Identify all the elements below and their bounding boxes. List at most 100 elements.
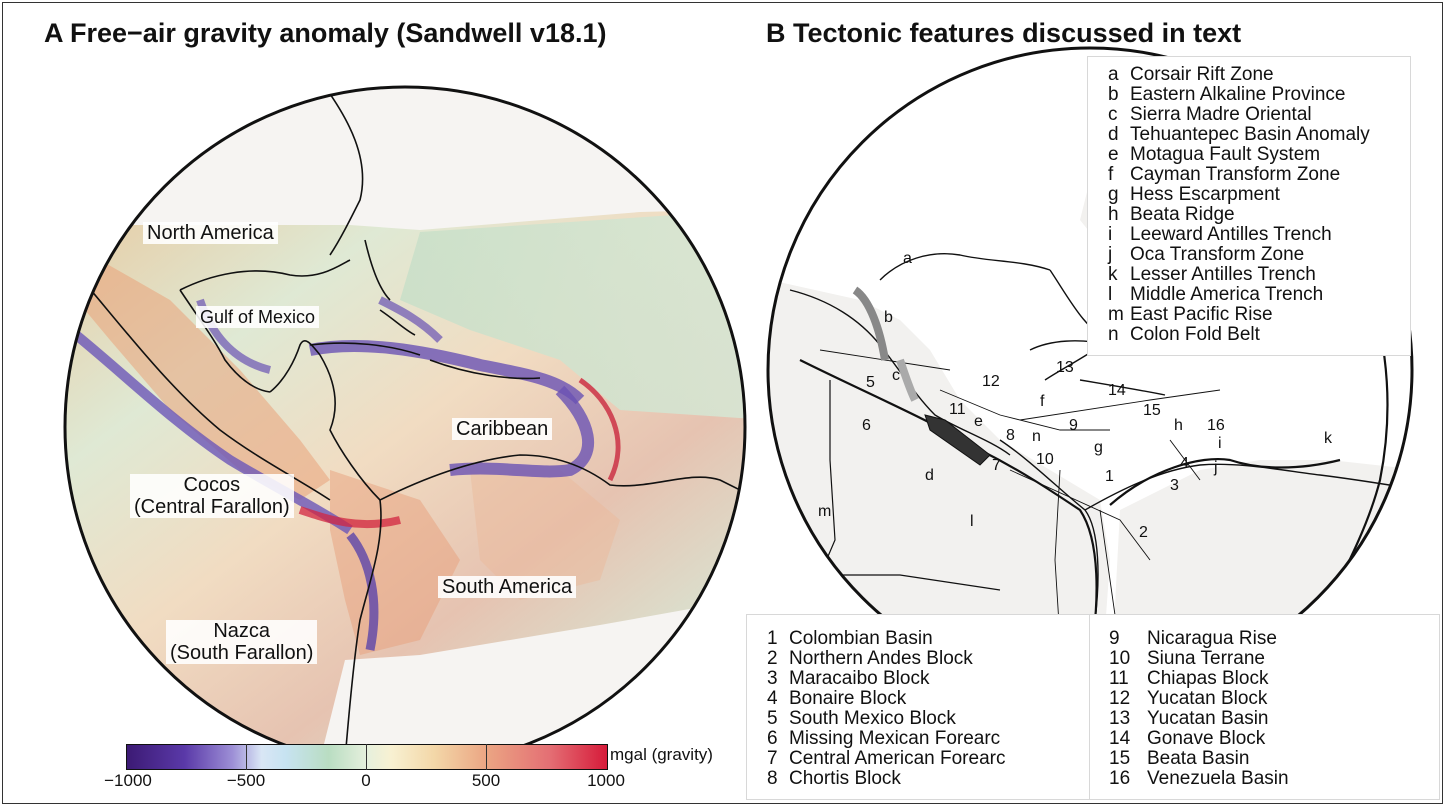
legend-key: a — [1108, 64, 1119, 85]
legend-item: a Corsair Rift Zone — [1108, 65, 1410, 85]
number-legend-left: 1 Colombian Basin 2 Northern Andes Block 3 Ma… — [767, 629, 1005, 789]
legend-label: Venezuela Basin — [1147, 768, 1289, 789]
marker-a: a — [903, 250, 912, 267]
legend-item: 7 Central American Forearc — [767, 749, 1005, 769]
legend-key: 5 — [767, 708, 778, 729]
legend-item: 6 Missing Mexican Forearc — [767, 729, 1005, 749]
number-legend-divider — [1089, 615, 1090, 799]
label-cocos: Cocos (Central Farallon) — [130, 474, 294, 518]
legend-label: Siuna Terrane — [1147, 648, 1265, 669]
colorbar-tick-label: 500 — [471, 771, 501, 790]
legend-key: c — [1108, 104, 1118, 125]
marker-d: d — [925, 467, 934, 484]
legend-key: m — [1108, 304, 1124, 325]
legend-key: 16 — [1109, 768, 1131, 789]
legend-key: f — [1108, 164, 1114, 185]
legend-key: b — [1108, 84, 1119, 105]
legend-key: 14 — [1109, 728, 1131, 749]
letter-legend-list: a Corsair Rift Zone b Eastern Alkaline Prov… — [1088, 57, 1410, 345]
label-nazca: Nazca (South Farallon) — [166, 620, 318, 664]
legend-key: h — [1108, 204, 1119, 225]
label-caribbean: Caribbean — [452, 418, 553, 440]
legend-key: j — [1108, 244, 1113, 265]
legend-item: b Eastern Alkaline Province — [1108, 85, 1410, 105]
legend-key: l — [1108, 284, 1113, 305]
marker-5: 5 — [866, 374, 875, 391]
marker-l: l — [970, 513, 974, 530]
feature-c-band — [896, 358, 919, 402]
colorbar — [126, 744, 608, 770]
colorbar-tick — [246, 744, 247, 770]
legend-key: d — [1108, 124, 1119, 145]
legend-label: Beata Ridge — [1130, 204, 1235, 225]
legend-key: 15 — [1109, 748, 1131, 769]
legend-label: Chortis Block — [789, 768, 901, 789]
feature-b-band — [852, 286, 889, 361]
marker-14: 14 — [1108, 382, 1126, 399]
legend-label: Leeward Antilles Trench — [1130, 224, 1332, 245]
legend-item: m East Pacific Rise — [1108, 305, 1410, 325]
legend-label: Missing Mexican Forearc — [789, 728, 1001, 749]
legend-label: Yucatan Block — [1147, 688, 1268, 709]
legend-item: f Cayman Transform Zone — [1108, 165, 1410, 185]
legend-key: 1 — [767, 628, 778, 649]
number-legend: 1 Colombian Basin 2 Northern Andes Block 3 Ma… — [746, 614, 1440, 800]
label-gulf-of-mexico: Gulf of Mexico — [196, 306, 320, 328]
marker-4: 4 — [1180, 455, 1189, 472]
marker-n: n — [1032, 428, 1041, 445]
colorbar-gradient — [126, 744, 608, 770]
legend-label: Oca Transform Zone — [1130, 244, 1305, 265]
marker-j: j — [1213, 459, 1218, 476]
legend-key: 8 — [767, 768, 778, 789]
marker-c: c — [892, 367, 900, 384]
legend-label: Nicaragua Rise — [1147, 628, 1277, 649]
legend-key: 11 — [1109, 668, 1129, 689]
legend-item: 11 Chiapas Block — [1109, 669, 1289, 689]
legend-label: Central American Forearc — [789, 748, 1006, 769]
marker-1: 1 — [1105, 468, 1114, 485]
marker-e: e — [974, 413, 983, 430]
marker-7: 7 — [992, 457, 1001, 474]
marker-i: i — [1218, 435, 1222, 452]
legend-item: 9 Nicaragua Rise — [1109, 629, 1289, 649]
legend-item: 10 Siuna Terrane — [1109, 649, 1289, 669]
legend-label: Hess Escarpment — [1130, 184, 1280, 205]
legend-label: Corsair Rift Zone — [1130, 64, 1274, 85]
legend-label: Sierra Madre Oriental — [1130, 104, 1312, 125]
legend-key: 9 — [1109, 628, 1120, 649]
legend-item: k Lesser Antilles Trench — [1108, 265, 1410, 285]
legend-key: 12 — [1109, 688, 1131, 709]
legend-item: 15 Beata Basin — [1109, 749, 1289, 769]
colorbar-tick — [486, 744, 487, 770]
legend-key: 7 — [767, 748, 778, 769]
legend-key: n — [1108, 324, 1119, 345]
legend-label: Colombian Basin — [789, 628, 933, 649]
label-north-america: North America — [143, 222, 278, 244]
marker-10: 10 — [1036, 451, 1054, 468]
legend-label: Motagua Fault System — [1130, 144, 1321, 165]
legend-label: Bonaire Block — [789, 688, 907, 709]
marker-m: m — [818, 503, 831, 520]
marker-3: 3 — [1170, 477, 1179, 494]
marker-h: h — [1174, 417, 1183, 434]
marker-9: 9 — [1069, 417, 1078, 434]
legend-item: 8 Chortis Block — [767, 769, 1005, 789]
legend-item: n Colon Fold Belt — [1108, 325, 1410, 345]
legend-label: Chiapas Block — [1147, 668, 1269, 689]
legend-key: k — [1108, 264, 1118, 285]
marker-15: 15 — [1143, 402, 1161, 419]
legend-label: Tehuantepec Basin Anomaly — [1130, 124, 1370, 145]
legend-item: 12 Yucatan Block — [1109, 689, 1289, 709]
legend-item: 1 Colombian Basin — [767, 629, 1005, 649]
legend-label: Colon Fold Belt — [1130, 324, 1260, 345]
panel-a-title: A Free−air gravity anomaly (Sandwell v18… — [44, 18, 607, 48]
map-markers: a b c d e f g h i j k l m n 1 2 3 4 5 6 … — [818, 250, 1333, 541]
legend-item: j Oca Transform Zone — [1108, 245, 1410, 265]
colorbar-tick-label: −500 — [226, 771, 266, 790]
number-legend-right: 9 Nicaragua Rise 10 Siuna Terrane 11 Chiapas … — [1109, 629, 1289, 789]
marker-6: 6 — [862, 417, 871, 434]
marker-2: 2 — [1139, 524, 1148, 541]
marker-8: 8 — [1006, 427, 1015, 444]
panel-b-title: B Tectonic features discussed in text — [766, 18, 1242, 48]
